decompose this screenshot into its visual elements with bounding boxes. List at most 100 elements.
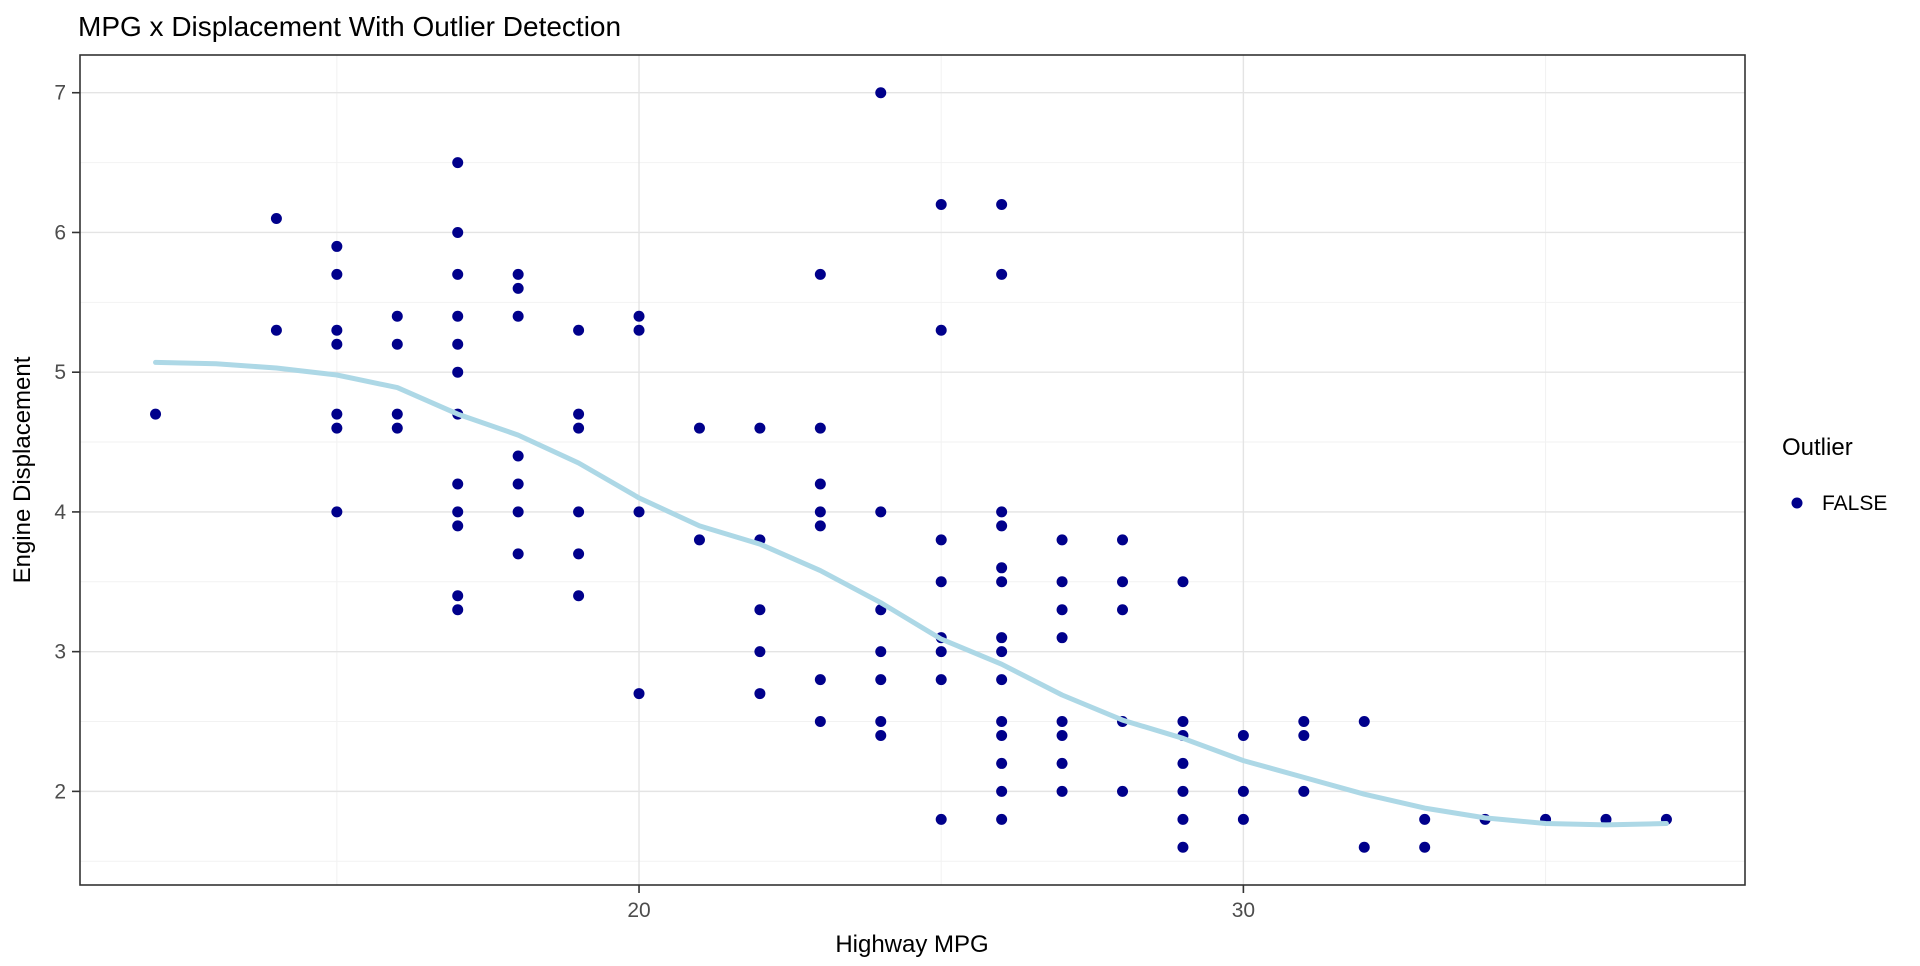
- x-axis-title: Highway MPG: [835, 931, 988, 958]
- data-point: [693, 422, 705, 434]
- data-point: [935, 324, 947, 336]
- data-point: [633, 688, 645, 700]
- data-point: [452, 604, 464, 616]
- data-point: [996, 729, 1008, 741]
- data-point: [452, 366, 464, 378]
- data-point: [996, 632, 1008, 644]
- legend-key-false-dot: [1791, 497, 1803, 509]
- data-point: [633, 324, 645, 336]
- data-point: [452, 506, 464, 518]
- data-point: [996, 562, 1008, 574]
- data-point: [1358, 716, 1370, 728]
- data-point: [452, 226, 464, 238]
- data-point: [935, 199, 947, 211]
- data-point: [754, 604, 766, 616]
- data-point: [512, 310, 524, 322]
- data-point: [512, 450, 524, 462]
- data-point: [996, 520, 1008, 532]
- data-point: [1177, 757, 1189, 769]
- y-tick-label: 6: [54, 221, 66, 244]
- data-point: [935, 534, 947, 546]
- data-point: [573, 548, 585, 560]
- data-point: [754, 646, 766, 658]
- data-point: [935, 674, 947, 686]
- x-tick-label: 30: [1232, 899, 1255, 922]
- data-point: [452, 478, 464, 490]
- data-point: [875, 674, 887, 686]
- data-point: [573, 324, 585, 336]
- legend-label-false: FALSE: [1822, 492, 1887, 515]
- data-point: [814, 520, 826, 532]
- data-points: [150, 87, 1672, 853]
- data-point: [1056, 785, 1068, 797]
- data-point: [996, 674, 1008, 686]
- data-point: [1358, 841, 1370, 853]
- data-point: [452, 590, 464, 602]
- data-point: [452, 157, 464, 169]
- data-point: [996, 757, 1008, 769]
- data-point: [875, 716, 887, 728]
- data-point: [875, 87, 887, 99]
- data-point: [935, 576, 947, 588]
- data-point: [391, 422, 403, 434]
- data-point: [996, 813, 1008, 825]
- data-point: [1117, 576, 1129, 588]
- data-point: [391, 408, 403, 420]
- y-tick-label: 7: [54, 82, 66, 105]
- data-point: [754, 422, 766, 434]
- data-point: [1298, 785, 1310, 797]
- data-point: [1056, 729, 1068, 741]
- y-tick-label: 3: [54, 641, 66, 664]
- data-point: [996, 716, 1008, 728]
- data-point: [1117, 534, 1129, 546]
- data-point: [693, 534, 705, 546]
- data-point: [331, 324, 343, 336]
- data-point: [1419, 813, 1431, 825]
- data-point: [391, 338, 403, 350]
- chart-title: MPG x Displacement With Outlier Detectio…: [78, 11, 621, 42]
- legend-title: Outlier: [1782, 434, 1853, 461]
- data-point: [996, 576, 1008, 588]
- data-point: [452, 338, 464, 350]
- data-point: [270, 212, 282, 224]
- data-point: [1117, 785, 1129, 797]
- data-point: [512, 268, 524, 280]
- data-point: [573, 422, 585, 434]
- data-point: [1177, 716, 1189, 728]
- y-tick-label: 5: [54, 361, 66, 384]
- data-point: [875, 729, 887, 741]
- data-point: [391, 310, 403, 322]
- data-point: [1177, 841, 1189, 853]
- data-point: [814, 478, 826, 490]
- data-point: [331, 422, 343, 434]
- x-tick-label: 20: [627, 899, 650, 922]
- data-point: [1056, 757, 1068, 769]
- data-point: [814, 716, 826, 728]
- data-point: [512, 282, 524, 294]
- y-axis-title: Engine Displacement: [9, 356, 36, 583]
- data-point: [573, 590, 585, 602]
- data-point: [573, 408, 585, 420]
- data-point: [1056, 716, 1068, 728]
- data-point: [814, 674, 826, 686]
- data-point: [1298, 716, 1310, 728]
- data-point: [1419, 841, 1431, 853]
- data-point: [935, 646, 947, 658]
- data-point: [996, 199, 1008, 211]
- data-point: [512, 478, 524, 490]
- data-point: [512, 548, 524, 560]
- data-point: [452, 310, 464, 322]
- data-point: [331, 408, 343, 420]
- data-point: [633, 506, 645, 518]
- data-point: [1237, 729, 1249, 741]
- axis-ticks: 20 30 2 3 4 5 6 7: [54, 82, 1255, 922]
- data-point: [935, 813, 947, 825]
- data-point: [754, 688, 766, 700]
- legend: Outlier FALSE: [1782, 434, 1887, 515]
- data-point: [875, 646, 887, 658]
- data-point: [1056, 534, 1068, 546]
- data-point: [1177, 785, 1189, 797]
- data-point: [1056, 576, 1068, 588]
- data-point: [814, 422, 826, 434]
